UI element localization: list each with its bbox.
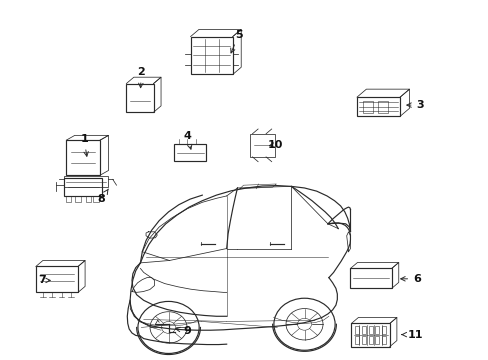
Text: 11: 11 bbox=[401, 330, 423, 339]
Bar bbox=[362, 101, 372, 113]
Text: 10: 10 bbox=[267, 140, 282, 150]
Text: 4: 4 bbox=[183, 131, 191, 149]
Bar bbox=[377, 101, 387, 113]
Text: 7: 7 bbox=[38, 275, 50, 285]
Text: 6: 6 bbox=[400, 274, 420, 284]
Bar bbox=[351, 323, 389, 347]
Bar bbox=[64, 178, 102, 196]
Text: 5: 5 bbox=[230, 30, 242, 53]
Bar bbox=[382, 326, 386, 334]
Bar bbox=[354, 336, 358, 344]
Bar bbox=[350, 269, 391, 288]
Bar bbox=[85, 196, 91, 202]
Bar bbox=[361, 336, 365, 344]
Bar bbox=[126, 84, 153, 112]
Bar bbox=[354, 326, 358, 334]
Bar bbox=[64, 176, 108, 187]
Bar bbox=[356, 97, 399, 116]
Bar bbox=[368, 336, 372, 344]
Bar bbox=[250, 134, 274, 157]
Bar bbox=[361, 326, 365, 334]
Bar bbox=[382, 336, 386, 344]
Text: 1: 1 bbox=[80, 134, 88, 156]
Text: 8: 8 bbox=[98, 189, 108, 204]
Text: 3: 3 bbox=[406, 100, 423, 110]
Bar bbox=[93, 196, 99, 202]
Bar bbox=[36, 266, 78, 292]
Bar bbox=[174, 144, 205, 161]
Text: 2: 2 bbox=[137, 67, 145, 88]
Bar bbox=[75, 196, 81, 202]
Bar bbox=[66, 196, 71, 202]
Bar bbox=[190, 37, 232, 75]
Bar bbox=[368, 326, 372, 334]
Bar bbox=[375, 326, 379, 334]
Text: 9: 9 bbox=[175, 325, 191, 336]
Bar bbox=[66, 140, 100, 175]
Bar bbox=[375, 336, 379, 344]
